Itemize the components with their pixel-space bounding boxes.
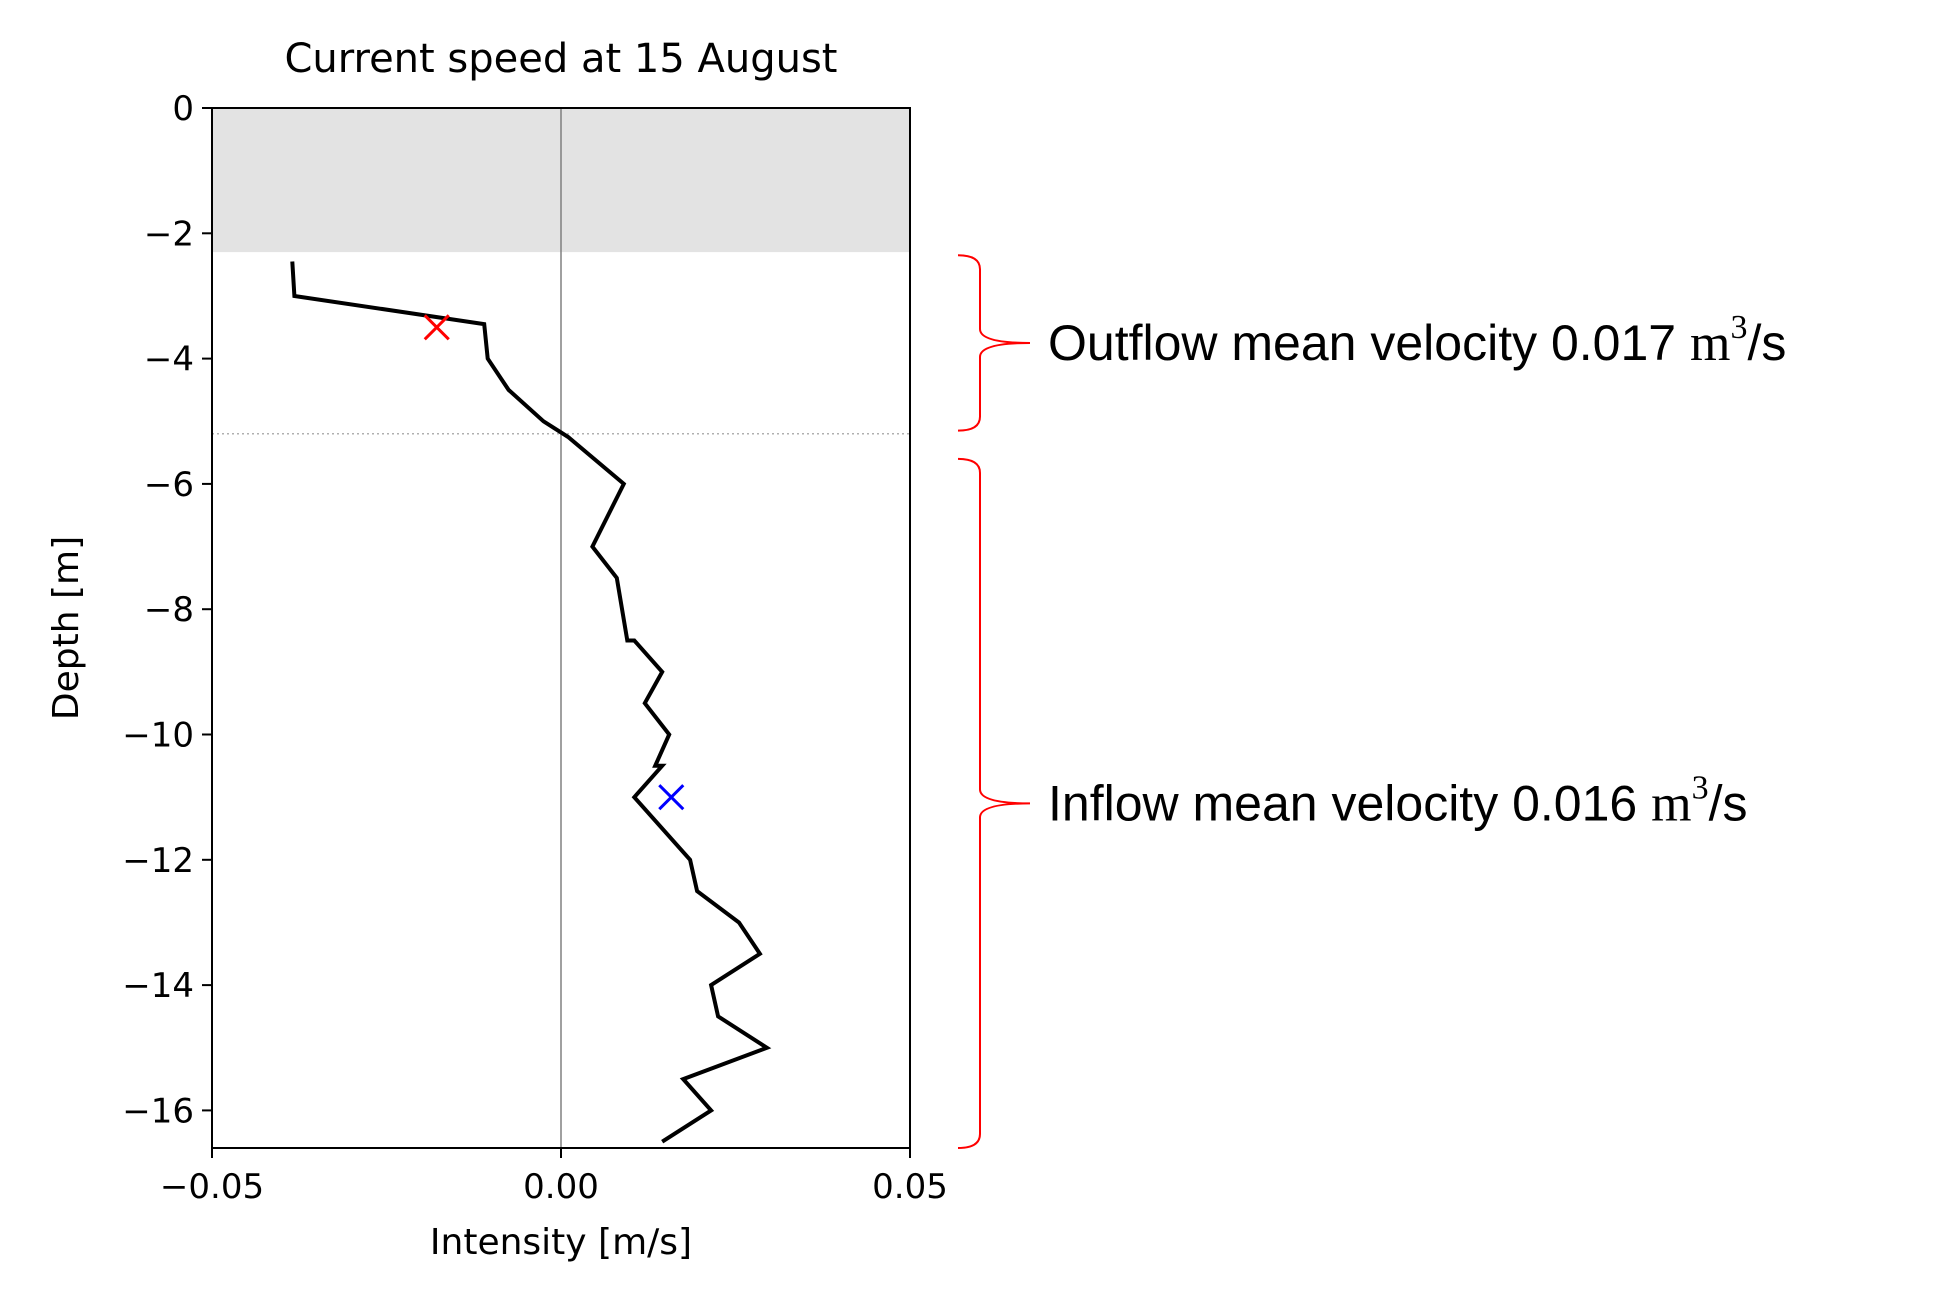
annotation-bracket <box>957 254 1031 432</box>
y-tick-label: −12 <box>122 841 194 881</box>
y-tick-label: −10 <box>122 716 194 756</box>
x-ticks: −0.05 0.00 0.05 <box>160 1148 948 1207</box>
y-tick-label: −8 <box>144 590 194 630</box>
y-tick-label: −2 <box>144 214 194 254</box>
y-axis-label: Depth [m] <box>46 536 87 720</box>
annotation-label: Inflow mean velocity 0.016 m3/s <box>1048 769 1747 832</box>
series-line-0 <box>290 261 772 1144</box>
x-tick-label: 0.00 <box>523 1167 599 1207</box>
y-tick-label: −16 <box>122 1091 194 1131</box>
y-tick-label: −6 <box>144 465 194 505</box>
y-tick-label: −4 <box>144 340 194 380</box>
marker-layer <box>423 314 685 811</box>
y-tick-label: −14 <box>122 966 194 1006</box>
marker-x-1 <box>658 784 685 811</box>
x-axis-label: Intensity [m/s] <box>430 1222 692 1263</box>
annotation-label: Outflow mean velocity 0.017 m3/s <box>1048 309 1786 372</box>
annotation-0: Outflow mean velocity 0.017 m3/s <box>957 254 1786 432</box>
y-ticks: 0 −2 −4 −6 −8 −10 −12 −14 −16 <box>122 89 212 1131</box>
marker-x-0 <box>423 314 450 341</box>
x-tick-label: −0.05 <box>160 1167 264 1207</box>
annotations: Outflow mean velocity 0.017 m3/s Inflow m… <box>957 254 1786 1149</box>
x-tick-label: 0.05 <box>872 1167 948 1207</box>
annotation-1: Inflow mean velocity 0.016 m3/s <box>957 457 1747 1149</box>
series-layer <box>290 261 772 1144</box>
annotation-bracket <box>957 457 1031 1149</box>
chart-title: Current speed at 15 August <box>284 36 837 82</box>
y-tick-label: 0 <box>172 89 194 129</box>
